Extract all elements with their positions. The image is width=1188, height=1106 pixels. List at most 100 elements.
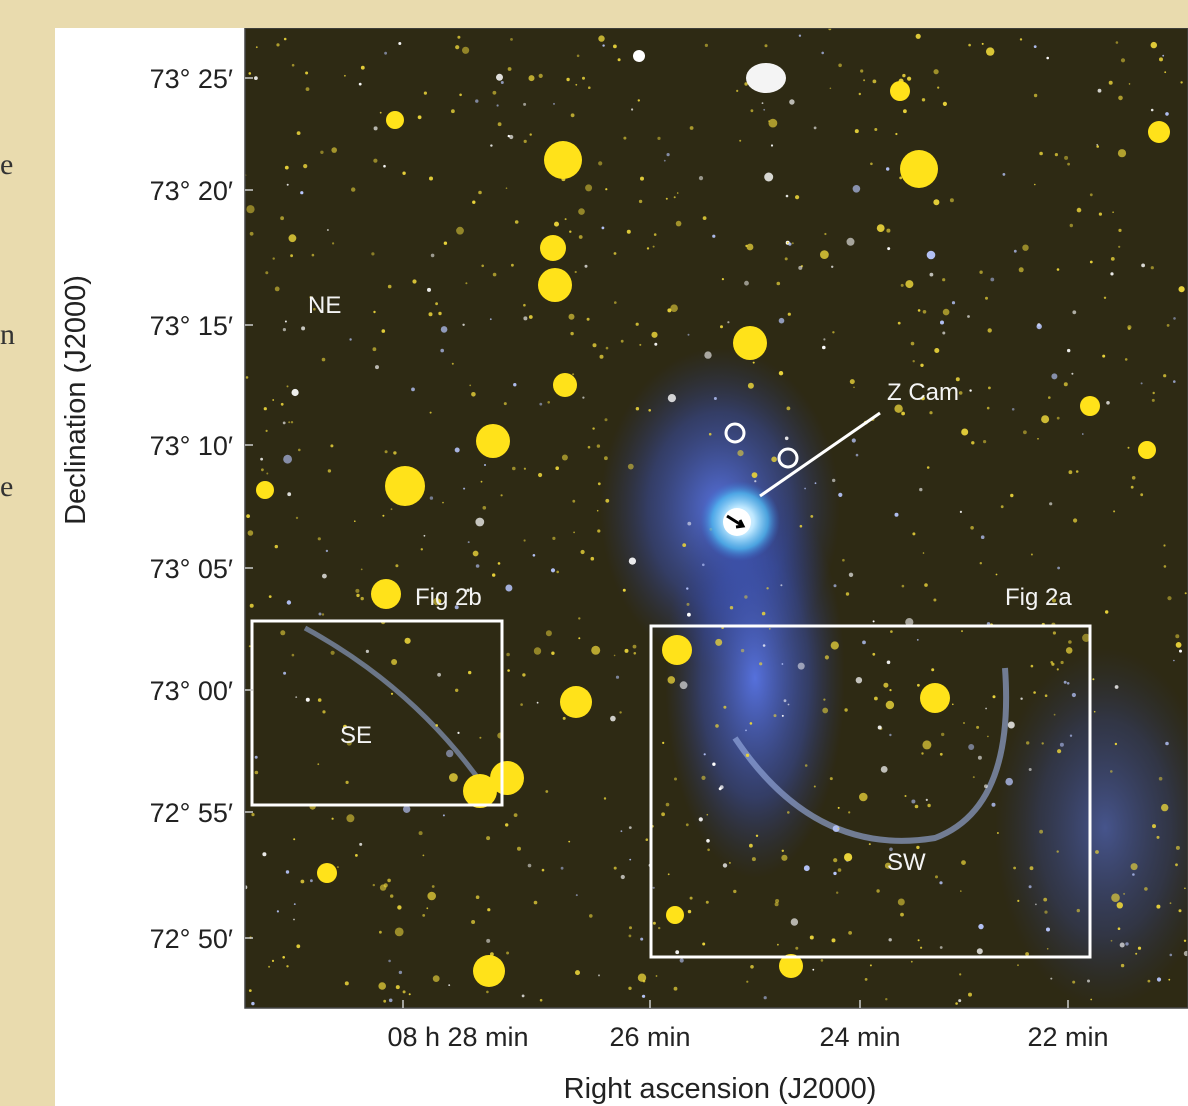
star <box>838 493 842 497</box>
star <box>737 450 743 456</box>
star <box>284 38 287 41</box>
y-axis-title: Declination (J2000) <box>60 275 92 525</box>
star <box>262 852 266 856</box>
star <box>977 948 983 954</box>
star <box>1029 885 1032 888</box>
star <box>798 663 805 670</box>
star <box>512 467 516 471</box>
x-tick-label: 26 min <box>609 1022 690 1052</box>
star <box>493 91 497 95</box>
bright-star <box>890 81 910 101</box>
star <box>970 526 974 530</box>
star <box>1157 836 1160 839</box>
star <box>762 102 764 104</box>
star <box>506 653 510 657</box>
x-tick-label: 08 h 28 min <box>387 1022 528 1052</box>
star <box>1168 979 1170 981</box>
star <box>1165 742 1169 746</box>
star <box>771 457 777 463</box>
star <box>960 511 962 513</box>
star <box>1090 261 1093 264</box>
star <box>978 756 982 760</box>
star <box>1035 904 1037 906</box>
star <box>821 959 824 962</box>
star <box>1164 565 1167 568</box>
star <box>680 958 684 962</box>
star <box>873 80 877 84</box>
star <box>552 537 555 540</box>
star <box>576 894 578 896</box>
star <box>515 220 519 224</box>
star <box>831 266 833 268</box>
star <box>934 69 939 74</box>
bright-star <box>317 863 337 883</box>
star <box>435 302 438 305</box>
star <box>629 859 631 861</box>
star <box>1077 208 1082 213</box>
star <box>1041 415 1049 423</box>
star <box>380 112 382 114</box>
star <box>1060 743 1064 747</box>
star <box>860 69 863 72</box>
star <box>640 177 644 181</box>
star <box>246 205 254 213</box>
star <box>572 500 575 503</box>
star <box>853 185 861 193</box>
star <box>1031 554 1033 556</box>
star <box>1116 41 1119 44</box>
star <box>442 502 444 504</box>
star <box>592 427 594 429</box>
star <box>1104 297 1106 299</box>
star <box>960 890 962 892</box>
star <box>331 651 335 655</box>
star <box>756 835 758 837</box>
star <box>463 488 465 490</box>
star <box>833 872 836 875</box>
star <box>1113 510 1115 512</box>
star <box>286 965 288 967</box>
star <box>842 559 845 562</box>
star <box>604 456 608 460</box>
star <box>1163 544 1165 546</box>
star <box>280 216 284 220</box>
star <box>1064 156 1068 160</box>
star <box>505 585 512 592</box>
star <box>371 252 374 255</box>
star <box>457 36 460 39</box>
star <box>1159 57 1163 61</box>
star <box>332 818 334 820</box>
star <box>383 1000 386 1003</box>
star <box>255 771 259 775</box>
star <box>1072 310 1076 314</box>
star <box>418 115 422 119</box>
star <box>356 594 359 597</box>
star <box>449 773 458 782</box>
star <box>1051 373 1057 379</box>
star <box>690 897 693 900</box>
star <box>923 552 925 554</box>
star <box>1111 893 1120 902</box>
star <box>486 991 489 994</box>
bright-star <box>560 686 592 718</box>
star <box>768 120 770 122</box>
star <box>667 153 670 156</box>
star <box>987 407 990 410</box>
star <box>1170 902 1172 904</box>
star <box>523 103 526 106</box>
star <box>787 811 790 814</box>
star <box>674 987 678 991</box>
star <box>1132 873 1135 876</box>
star <box>1090 193 1093 196</box>
star <box>554 222 559 227</box>
star <box>799 35 801 37</box>
star <box>631 108 633 110</box>
star <box>438 312 441 315</box>
star <box>676 221 682 227</box>
star <box>1148 980 1151 983</box>
star <box>687 603 690 606</box>
star <box>490 318 492 320</box>
star <box>282 956 285 959</box>
star <box>1105 610 1108 613</box>
star <box>509 135 513 139</box>
star <box>1151 42 1157 48</box>
